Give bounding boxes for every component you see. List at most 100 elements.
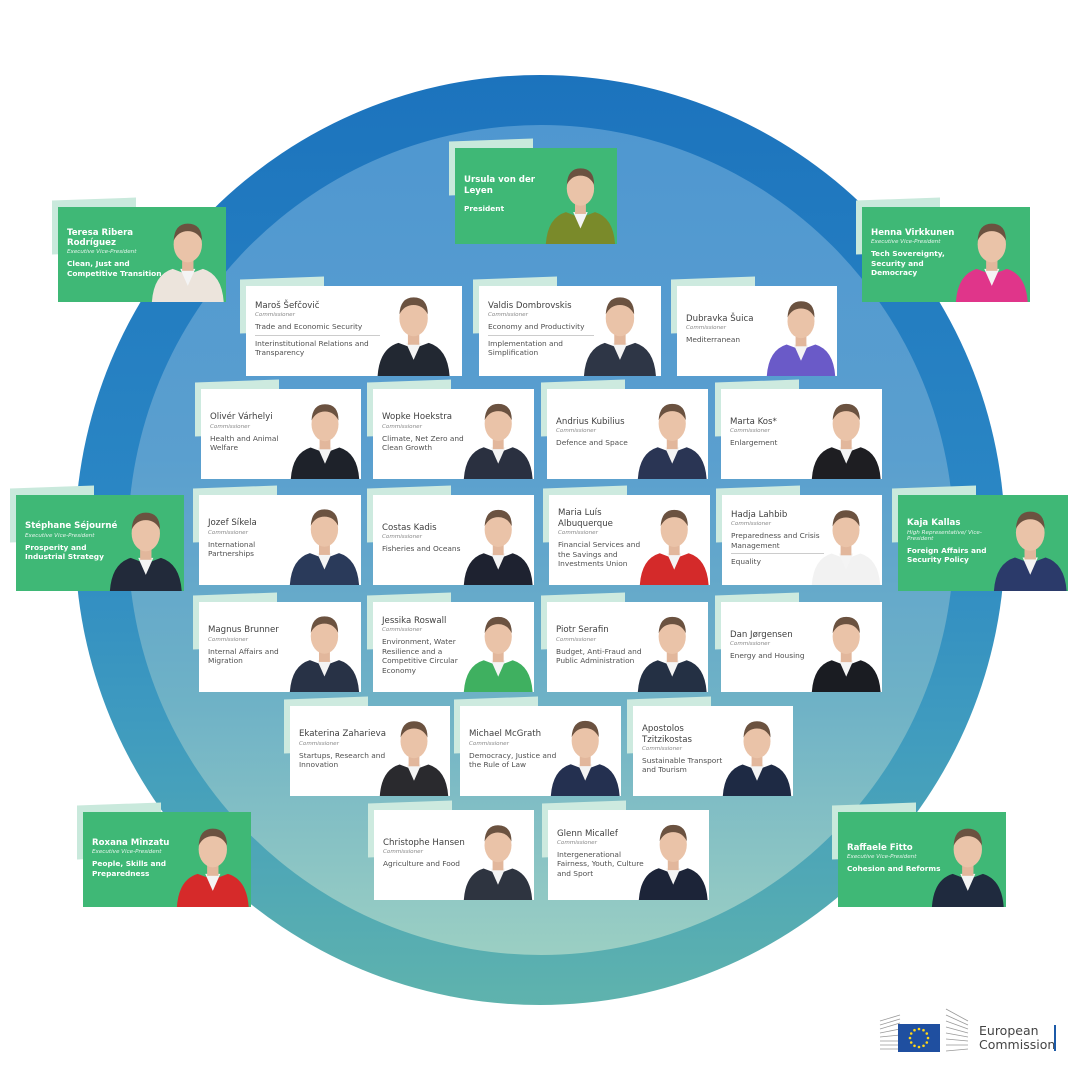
eu-star bbox=[925, 1032, 929, 1035]
european-commission-logo: European Commission bbox=[878, 1005, 1068, 1055]
portrait-photo bbox=[545, 168, 616, 244]
portfolio: Sustainable Transport and Tourism bbox=[642, 755, 723, 775]
member-card-teresa-ribera-rodriguez: Teresa Ribera Rodríguez Executive Vice-P… bbox=[52, 197, 226, 302]
member-name: Hadja Lahbib bbox=[731, 510, 788, 521]
portfolio: International Partnerships bbox=[208, 539, 256, 559]
portfolio: Clean, Just and Competitive Transition bbox=[67, 259, 162, 278]
member-role: Commissioner bbox=[557, 839, 597, 846]
eu-star bbox=[925, 1041, 929, 1044]
eu-star bbox=[909, 1041, 913, 1044]
card-body: Glenn Micallef Commissioner Intergenerat… bbox=[548, 810, 709, 900]
member-name: Christophe Hansen bbox=[383, 838, 465, 849]
member-name: Apostolos Tzitzikostas bbox=[642, 724, 692, 745]
portrait-photo bbox=[463, 403, 533, 479]
member-card-piotr-serafin: Piotr Serafin Commissioner Budget, Anti-… bbox=[541, 592, 708, 692]
card-body: Stéphane Séjourné Executive Vice-Preside… bbox=[16, 495, 184, 591]
member-role: High Representative/ Vice-President bbox=[907, 529, 982, 542]
portrait-photo bbox=[811, 403, 881, 479]
portfolio: Energy and Housing bbox=[730, 651, 805, 661]
portrait-photo bbox=[152, 223, 225, 302]
member-name: Olivér Várhelyi bbox=[210, 412, 273, 423]
card-body: Jessika Roswall Commissioner Environment… bbox=[373, 602, 534, 692]
card-body: Ekaterina Zaharieva Commissioner Startup… bbox=[290, 706, 450, 796]
member-card-christophe-hansen: Christophe Hansen Commissioner Agricultu… bbox=[368, 800, 534, 900]
portfolio: Defence and Space bbox=[556, 438, 628, 448]
portfolio: Financial Services and the Savings and I… bbox=[558, 540, 641, 569]
portrait-photo bbox=[584, 297, 657, 376]
member-role: Commissioner bbox=[382, 627, 422, 634]
member-name: Teresa Ribera Rodríguez bbox=[67, 227, 134, 249]
card-body: Apostolos Tzitzikostas Commissioner Sust… bbox=[633, 706, 793, 796]
member-name: Ursula von der Leyen bbox=[464, 175, 536, 196]
portfolio: Environment, Water Resilience and a Comp… bbox=[382, 637, 458, 675]
member-card-magnus-brunner: Magnus Brunner Commissioner Internal Aff… bbox=[193, 592, 361, 692]
portrait-photo bbox=[377, 297, 450, 376]
portrait-photo bbox=[637, 403, 707, 479]
member-role: Commissioner bbox=[383, 849, 423, 856]
member-role: Commissioner bbox=[731, 521, 771, 528]
portrait-photo bbox=[463, 509, 533, 585]
berlaymont-eu-flag-icon bbox=[879, 1008, 969, 1052]
member-role: Executive Vice-President bbox=[25, 532, 95, 539]
member-card-maria-luis-albuquerque: Maria Luís Albuquerque Commissioner Fina… bbox=[543, 485, 710, 585]
portfolio: Fisheries and Oceans bbox=[382, 544, 461, 554]
member-role: Commissioner bbox=[556, 428, 596, 435]
card-body: Kaja Kallas High Representative/ Vice-Pr… bbox=[898, 495, 1068, 591]
member-card-hadja-lahbib: Hadja Lahbib Commissioner Preparedness a… bbox=[716, 485, 882, 585]
member-name: Ekaterina Zaharieva bbox=[299, 729, 386, 740]
portrait-photo bbox=[463, 825, 533, 900]
portfolio: Enlargement bbox=[730, 438, 778, 448]
portfolio: People, Skills and Preparedness bbox=[92, 859, 167, 878]
member-card-andrius-kubilius: Andrius Kubilius Commissioner Defence an… bbox=[541, 379, 708, 479]
member-name: Piotr Serafin bbox=[556, 625, 609, 636]
member-role: Commissioner bbox=[730, 641, 770, 648]
card-body: Costas Kadis Commissioner Fisheries and … bbox=[373, 495, 534, 585]
member-role: Commissioner bbox=[686, 325, 726, 332]
member-name: Dubravka Šuica bbox=[686, 314, 754, 325]
portrait-photo bbox=[638, 824, 708, 900]
member-card-jozef-sikela: Jozef Síkela Commissioner International … bbox=[193, 485, 361, 585]
member-card-ursula-von-der-leyen: Ursula von der Leyen President bbox=[449, 138, 617, 244]
portrait-photo bbox=[722, 721, 792, 796]
card-body: Jozef Síkela Commissioner International … bbox=[199, 495, 361, 585]
member-card-oliver-varhelyi: Olivér Várhelyi Commissioner Health and … bbox=[195, 379, 361, 479]
eu-star bbox=[913, 1028, 916, 1032]
portfolio: Climate, Net Zero and Clean Growth bbox=[382, 433, 464, 453]
member-name: Michael McGrath bbox=[469, 729, 542, 740]
card-body: Piotr Serafin Commissioner Budget, Anti-… bbox=[547, 602, 708, 692]
member-card-costas-kadis: Costas Kadis Commissioner Fisheries and … bbox=[367, 485, 534, 585]
member-name: Maria Luís Albuquerque bbox=[558, 508, 613, 529]
member-card-kaja-kallas: Kaja Kallas High Representative/ Vice-Pr… bbox=[892, 485, 1068, 591]
member-name: Maroš Šefčovič bbox=[255, 301, 320, 312]
member-card-valdis-dombrovskis: Valdis Dombrovskis Commissioner Economy … bbox=[473, 276, 661, 376]
member-name: Kaja Kallas bbox=[907, 518, 961, 529]
member-card-apostolos-tzitzikostas: Apostolos Tzitzikostas Commissioner Sust… bbox=[627, 696, 793, 796]
logo-divider bbox=[1054, 1025, 1056, 1051]
member-role: Executive Vice-President bbox=[871, 239, 941, 246]
member-name: Jozef Síkela bbox=[208, 518, 257, 529]
member-role: Executive Vice-President bbox=[92, 849, 162, 856]
portrait-photo bbox=[811, 616, 881, 692]
member-card-wopke-hoekstra: Wopke Hoekstra Commissioner Climate, Net… bbox=[367, 379, 534, 479]
portrait-photo bbox=[177, 828, 250, 907]
portrait-photo bbox=[993, 511, 1067, 591]
member-card-marta-kos: Marta Kos* Commissioner Enlargement bbox=[715, 379, 882, 479]
member-role: Commissioner bbox=[488, 312, 528, 319]
eu-star bbox=[926, 1036, 930, 1040]
card-body: Valdis Dombrovskis Commissioner Economy … bbox=[479, 286, 661, 376]
member-role: Commissioner bbox=[730, 428, 770, 435]
member-role: Commissioner bbox=[208, 636, 248, 643]
portrait-photo bbox=[289, 509, 360, 585]
member-card-jessika-roswall: Jessika Roswall Commissioner Environment… bbox=[367, 592, 534, 692]
member-role: Commissioner bbox=[469, 740, 509, 747]
member-role: Commissioner bbox=[382, 423, 422, 430]
member-name: Roxana Mînzatu bbox=[92, 837, 170, 848]
portrait-photo bbox=[637, 616, 707, 692]
member-name: Valdis Dombrovskis bbox=[488, 301, 572, 312]
member-name: Costas Kadis bbox=[382, 523, 437, 534]
eu-star bbox=[922, 1028, 925, 1032]
member-role: Commissioner bbox=[210, 423, 250, 430]
portfolio: Tech Sovereignty, Security and Democracy bbox=[871, 249, 945, 278]
portrait-photo bbox=[639, 509, 709, 585]
member-name: Marta Kos* bbox=[730, 417, 777, 428]
